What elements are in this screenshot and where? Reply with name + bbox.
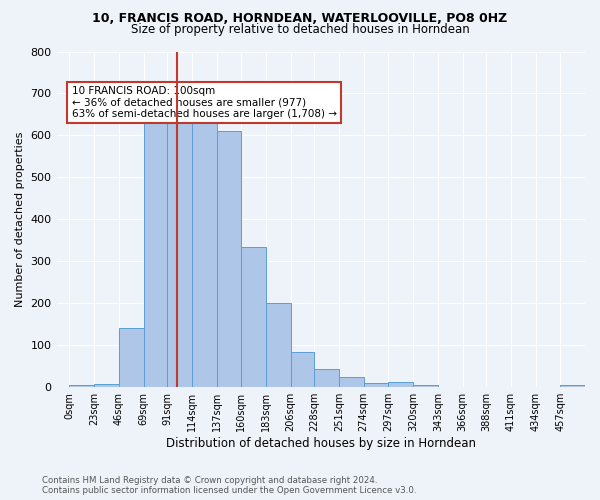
Bar [167,122,192,387]
Bar [290,352,314,387]
Text: 10 FRANCIS ROAD: 100sqm
← 36% of detached houses are smaller (977)
63% of semi-d: 10 FRANCIS ROAD: 100sqm ← 36% of detache… [71,86,337,119]
Bar [217,131,241,387]
Y-axis label: Number of detached properties: Number of detached properties [15,132,25,307]
Bar [119,328,143,387]
Bar [266,304,290,387]
Text: Size of property relative to detached houses in Horndean: Size of property relative to detached ho… [131,22,469,36]
Bar [314,369,339,387]
Bar [94,384,119,387]
Bar [70,385,94,387]
Bar [192,123,217,387]
Text: 10, FRANCIS ROAD, HORNDEAN, WATERLOOVILLE, PO8 0HZ: 10, FRANCIS ROAD, HORNDEAN, WATERLOOVILL… [92,12,508,26]
Text: Contains HM Land Registry data © Crown copyright and database right 2024.
Contai: Contains HM Land Registry data © Crown c… [42,476,416,495]
Bar [413,385,438,387]
Bar [364,382,388,387]
Bar [388,382,413,387]
Bar [339,376,364,387]
Bar [143,120,167,387]
Bar [241,246,266,387]
Bar [560,385,585,387]
X-axis label: Distribution of detached houses by size in Horndean: Distribution of detached houses by size … [166,437,476,450]
